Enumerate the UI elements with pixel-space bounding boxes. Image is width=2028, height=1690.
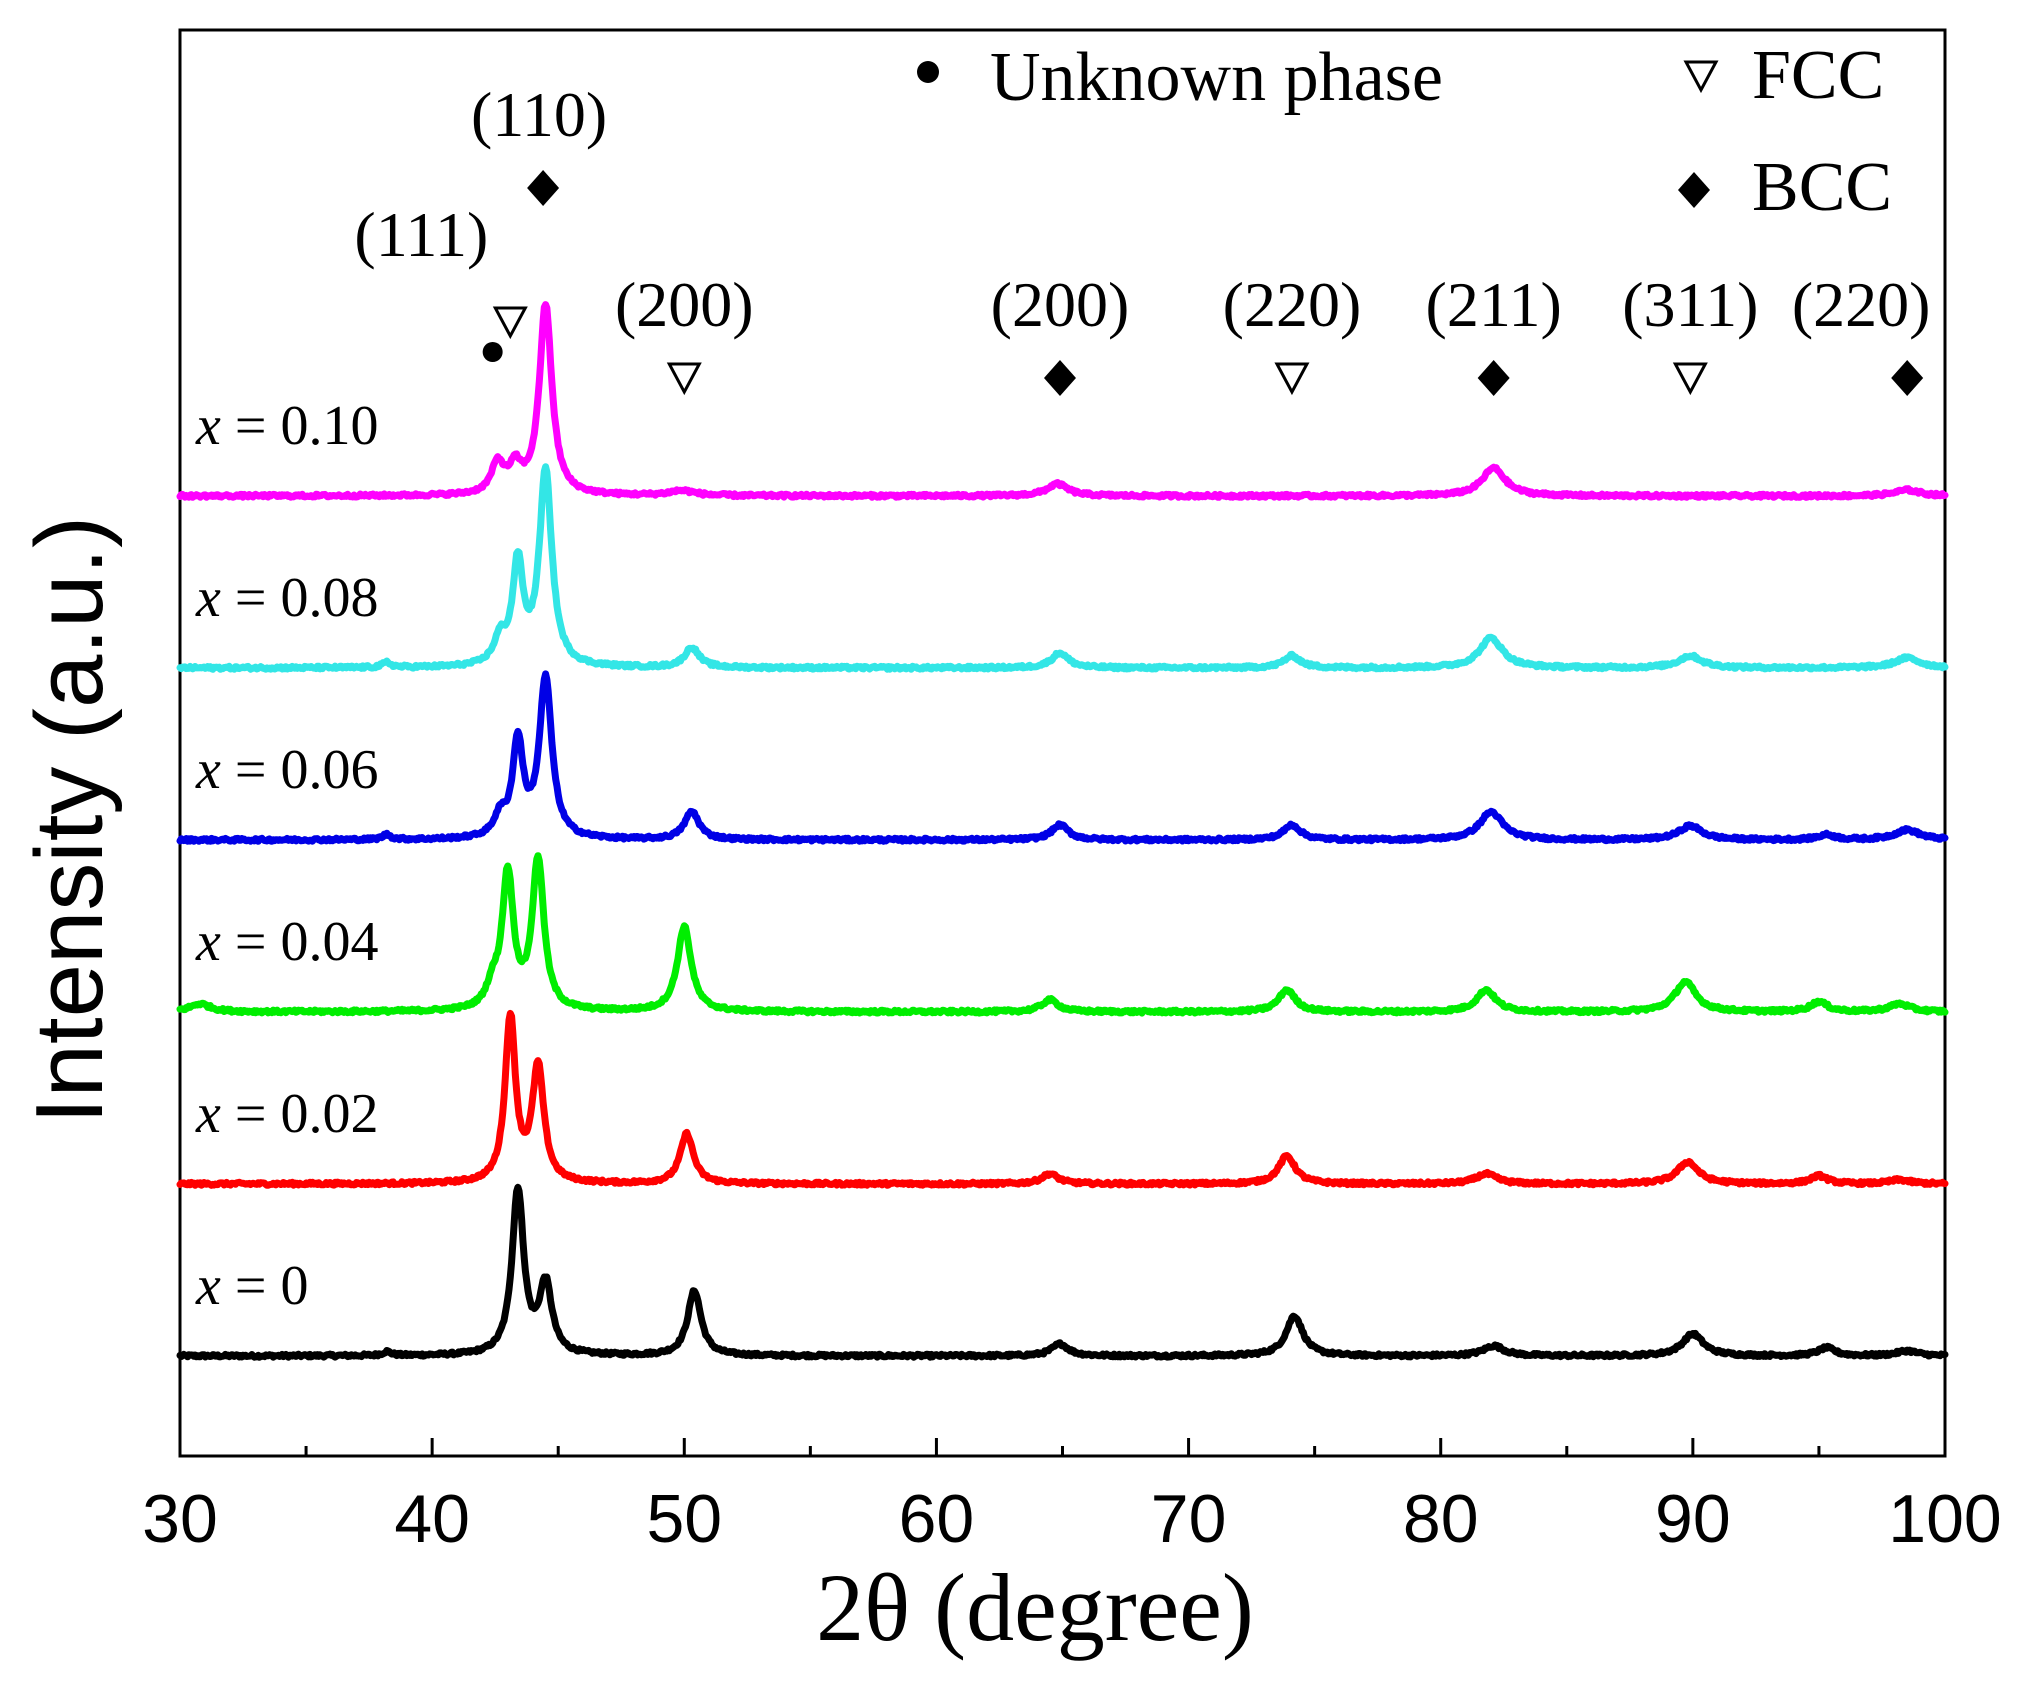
x-axis-tick-labels: 30 40 50 60 70 80 90 100: [142, 1481, 2002, 1557]
x-tick-label: 50: [646, 1481, 722, 1557]
trace-series-2: [176, 852, 1949, 1017]
series-labels: x = 0 x = 0.02 x = 0.04 x = 0.06 x = 0.08 x =…: [195, 395, 378, 1317]
peak-marker-5: [1274, 362, 1310, 396]
y-axis-title: Intensity (a.u.): [16, 516, 123, 1124]
series-label-2: x = 0.04: [195, 911, 378, 973]
peak-label-4: (200): [991, 269, 1130, 340]
x-tick-label: 40: [394, 1481, 470, 1557]
x-tick-label: 90: [1655, 1481, 1731, 1557]
peak-label-6: (211): [1426, 269, 1562, 340]
peak-marker-2: [482, 342, 503, 362]
series-label-1: x = 0.02: [195, 1083, 378, 1145]
x-tick-label: 80: [1403, 1481, 1479, 1557]
legend-unknown-label: Unknown phase: [990, 39, 1443, 116]
peak-marker-4: [1043, 360, 1076, 396]
trace-series-4: [176, 463, 1949, 673]
peak-marker-1: [492, 306, 528, 340]
legend-bcc-label: BCC: [1752, 149, 1892, 226]
peak-annotations: (110) (111) (200) (200) (220) (211) (311) (220): [354, 79, 1930, 396]
trace-series-3: [176, 670, 1949, 845]
x-tick-label: 60: [899, 1481, 975, 1557]
x-tick-label: 30: [142, 1481, 218, 1557]
series-label-0: x = 0: [195, 1255, 308, 1317]
peak-label-3: (200): [615, 269, 754, 340]
peak-marker-8: [1891, 360, 1924, 396]
series-label-4: x = 0.08: [195, 567, 378, 629]
legend-fcc-marker: [1683, 60, 1719, 94]
trace-series-1: [176, 1009, 1949, 1189]
x-axis-title: 2θ (degree): [816, 1554, 1254, 1661]
trace-series-5: [176, 301, 1949, 501]
legend-bcc-marker: [1678, 172, 1710, 208]
legend: Unknown phase FCC BCC: [917, 37, 1892, 226]
x-tick-label: 70: [1151, 1481, 1227, 1557]
peak-marker-6: [1477, 360, 1510, 396]
peak-label-8: (220): [1792, 269, 1931, 340]
peak-marker-3: [666, 362, 702, 396]
series-label-5: x = 0.10: [195, 395, 378, 457]
peak-label-0: (110): [471, 79, 607, 150]
x-tick-label: 100: [1888, 1481, 2001, 1557]
peak-label-5: (220): [1223, 269, 1362, 340]
peak-label-7: (311): [1622, 269, 1758, 340]
x-axis-ticks: [178, 1438, 1947, 1456]
series-label-3: x = 0.06: [195, 739, 378, 801]
peak-marker-0: [527, 170, 560, 206]
trace-series-0: [176, 1183, 1949, 1361]
legend-unknown-marker: [917, 61, 939, 83]
traces: [176, 301, 1949, 1361]
peak-marker-7: [1672, 362, 1708, 396]
peak-label-1: (111): [354, 199, 488, 270]
legend-fcc-label: FCC: [1752, 37, 1884, 114]
